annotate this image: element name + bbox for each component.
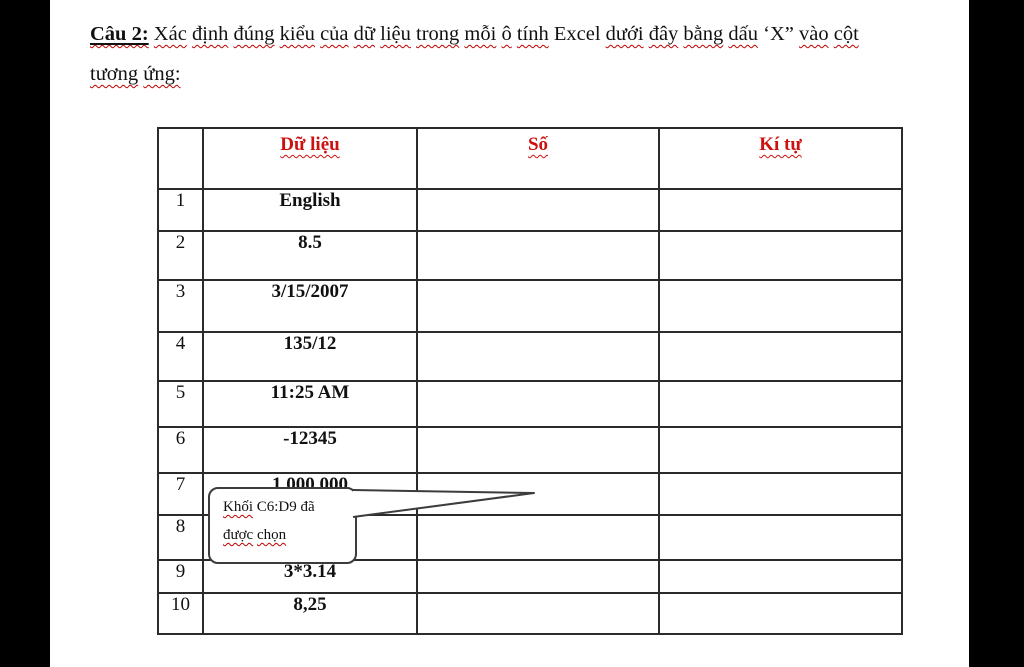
header-ki-tu-label: Kí tự bbox=[759, 134, 802, 155]
so-answer-cell bbox=[416, 279, 660, 333]
callout-line2: được chọn bbox=[223, 527, 287, 543]
header-so: Số bbox=[416, 127, 660, 190]
header-row: Dữ liệu Số Kí tự bbox=[157, 127, 903, 190]
header-so-label: Số bbox=[527, 134, 549, 155]
header-ki-tu: Kí tự bbox=[658, 127, 903, 190]
table-row: 1 English bbox=[157, 188, 903, 232]
table-row: 4 135/12 bbox=[157, 331, 903, 382]
row-number-cell: 4 bbox=[157, 331, 204, 382]
ki-tu-answer-cell bbox=[658, 592, 903, 635]
ki-tu-answer-cell bbox=[658, 472, 903, 516]
ki-tu-answer-cell bbox=[658, 514, 903, 561]
so-answer-cell bbox=[416, 472, 660, 516]
header-du-lieu-label: Dữ liệu bbox=[280, 134, 340, 155]
table-row: 3 3/15/2007 bbox=[157, 279, 903, 333]
table-row: 10 8,25 bbox=[157, 592, 903, 635]
row-number-cell: 6 bbox=[157, 426, 204, 474]
data-value-cell: 3/15/2007 bbox=[202, 279, 418, 333]
ki-tu-answer-cell bbox=[658, 331, 903, 382]
row-number-cell: 2 bbox=[157, 230, 204, 281]
so-answer-cell bbox=[416, 331, 660, 382]
left-black-edge bbox=[0, 0, 50, 667]
data-value-cell: 3*3.14 bbox=[202, 559, 418, 594]
header-du-lieu: Dữ liệu bbox=[202, 127, 418, 190]
title-line2: tương ứng: bbox=[90, 63, 181, 85]
row-number-cell: 1 bbox=[157, 188, 204, 232]
so-answer-cell bbox=[416, 188, 660, 232]
table-row: 5 11:25 AM bbox=[157, 380, 903, 428]
row-number-cell: 9 bbox=[157, 559, 204, 594]
row-number-cell: 3 bbox=[157, 279, 204, 333]
ki-tu-answer-cell bbox=[658, 559, 903, 594]
ki-tu-answer-cell bbox=[658, 380, 903, 428]
row-number-cell: 8 bbox=[157, 514, 204, 561]
row-number-cell: 7 bbox=[157, 472, 204, 516]
right-black-edge bbox=[969, 0, 1024, 667]
table-row: 9 3*3.14 bbox=[157, 559, 903, 594]
so-answer-cell bbox=[416, 230, 660, 281]
so-answer-cell bbox=[416, 514, 660, 561]
ki-tu-answer-cell bbox=[658, 188, 903, 232]
selection-callout-bubble: Khối C6:D9 đã được chọn bbox=[208, 487, 357, 564]
data-value-cell: English bbox=[202, 188, 418, 232]
title-line1: Câu 2: Xác định đúng kiểu của dữ liệu tr… bbox=[90, 23, 859, 45]
ki-tu-answer-cell bbox=[658, 230, 903, 281]
row-number-cell: 10 bbox=[157, 592, 204, 635]
question-title: Câu 2: Xác định đúng kiểu của dữ liệu tr… bbox=[90, 14, 970, 94]
data-value-cell: -12345 bbox=[202, 426, 418, 474]
table-row: 6 -12345 bbox=[157, 426, 903, 474]
so-answer-cell bbox=[416, 426, 660, 474]
so-answer-cell bbox=[416, 592, 660, 635]
data-value-cell: 11:25 AM bbox=[202, 380, 418, 428]
header-empty bbox=[157, 127, 204, 190]
ki-tu-answer-cell bbox=[658, 426, 903, 474]
data-value-cell: 8.5 bbox=[202, 230, 418, 281]
so-answer-cell bbox=[416, 559, 660, 594]
data-value-cell: 8,25 bbox=[202, 592, 418, 635]
callout-line1: Khối C6:D9 đã bbox=[223, 499, 315, 515]
table-row: 2 8.5 bbox=[157, 230, 903, 281]
row-number-cell: 5 bbox=[157, 380, 204, 428]
data-value-cell: 135/12 bbox=[202, 331, 418, 382]
ki-tu-answer-cell bbox=[658, 279, 903, 333]
data-type-table: Dữ liệu Số Kí tự 1 English 2 8.5 3 3/15/2007 4… bbox=[157, 127, 903, 635]
so-answer-cell bbox=[416, 380, 660, 428]
